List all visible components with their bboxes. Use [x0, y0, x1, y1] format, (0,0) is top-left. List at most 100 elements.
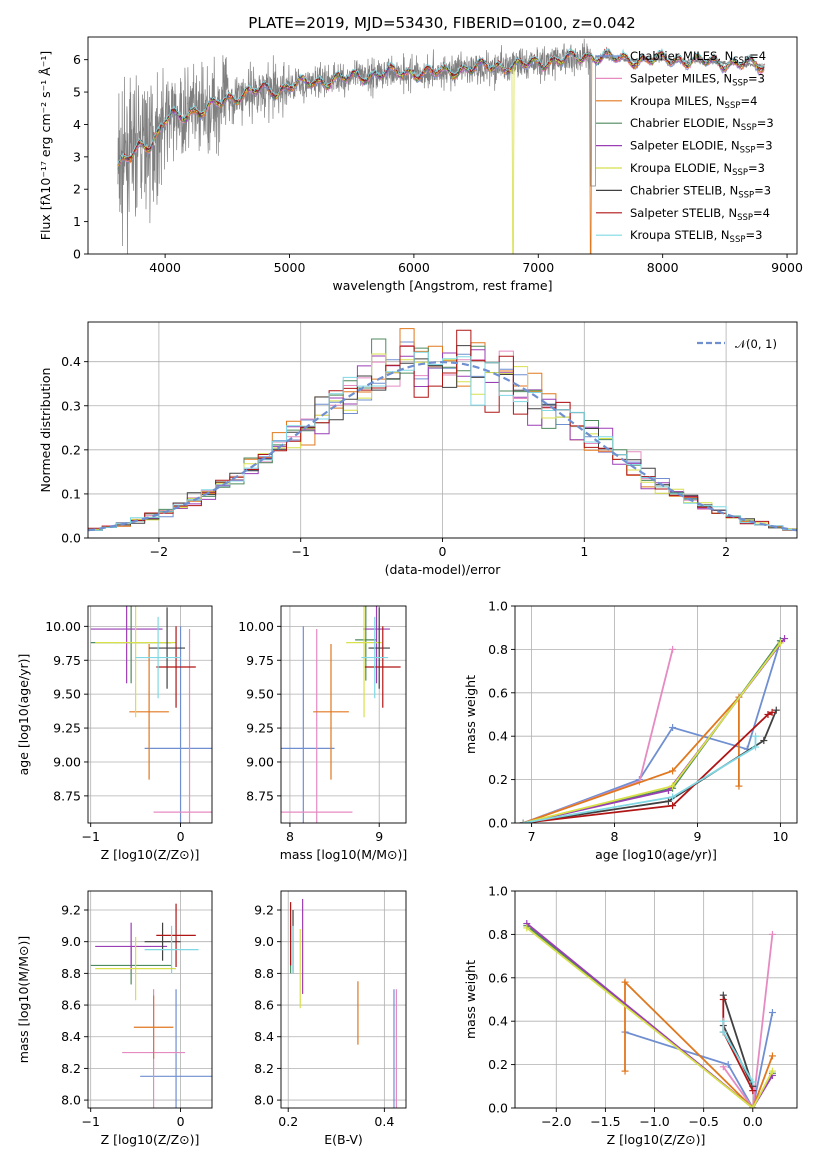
series-marker [669, 793, 677, 801]
y-tick-label: 4 [73, 117, 81, 132]
x-tick-label: 10 [772, 829, 788, 844]
y-tick-label: 0.1 [61, 486, 81, 501]
x-tick-label: 4000 [149, 260, 181, 275]
x-tick-label: 0 [177, 829, 185, 844]
y-tick-label: 0.2 [61, 442, 81, 457]
series-marker [669, 724, 677, 732]
x-tick-label: 9000 [771, 260, 803, 275]
y-tick-label: 0 [73, 247, 81, 262]
y-tick-label: 8.4 [61, 1029, 81, 1044]
y-tick-label: 0.2 [488, 772, 508, 787]
series-marker [768, 1009, 776, 1017]
series-marker [719, 996, 727, 1003]
axes-frame [87, 890, 213, 1109]
y-tick-label: 9.00 [53, 754, 81, 769]
series-marker [621, 978, 629, 986]
y-tick-label: 8.8 [254, 966, 274, 981]
error-bar-point [355, 606, 377, 681]
panel-age-vs-Z: −1 0 8.75 9.00 9.25 9.50 9.75 10.00 Z [log10(Z/Z… [16, 605, 213, 862]
y-tick-label: 8.6 [254, 998, 274, 1013]
x-tick-label: −1.0 [639, 1114, 669, 1129]
series-marker [752, 732, 760, 740]
x-tick-label: 7 [528, 829, 536, 844]
y-tick-label: 0.6 [488, 685, 508, 700]
series-marker [724, 1061, 732, 1069]
y-tick-label: 0.0 [61, 531, 81, 546]
series-marker [735, 782, 743, 790]
series-marker [719, 1017, 727, 1025]
model-spectrum-line [117, 47, 765, 165]
x-tick-label: −0.5 [688, 1114, 718, 1129]
series-marker [768, 1052, 776, 1060]
x-tick-label: 0 [177, 1114, 185, 1129]
series-marker [768, 1067, 776, 1075]
legend-entry: Salpeter STELIB, NSSP=4 [630, 206, 770, 223]
panel-mass-vs-Z: −1 0 8.0 8.2 8.4 8.6 8.8 9.0 9.2 Z [log10(Z/Z⊙)] m… [16, 890, 213, 1147]
y-tick-label: 0.4 [61, 354, 81, 369]
y-tick-label: 8.6 [61, 998, 81, 1013]
panel-residuals: −2 −1 0 1 2 0.0 0.1 0.2 0.3 0.4 (data-model)/error… [38, 321, 798, 577]
series-marker [768, 708, 776, 716]
error-bar-point [364, 626, 401, 708]
series-line [523, 736, 757, 823]
error-bar-point [346, 606, 382, 718]
panel-spectrum: 4000 5000 6000 7000 8000 9000 0 1 2 3 4 5 6 wavelengt… [38, 14, 803, 293]
axes-frame [514, 890, 798, 1109]
y-tick-label: 9.2 [61, 903, 81, 918]
panel-age-vs-mass: 8 9 8.75 9.00 9.25 9.50 9.75 10.00 mass [log10(M… [238, 605, 407, 862]
x-tick-label: −1 [81, 1114, 99, 1129]
y-tick-label: 1 [73, 214, 81, 229]
y-tick-label: 10.00 [45, 619, 81, 634]
legend-entry: Chabrier STELIB, NSSP=3 [630, 183, 771, 200]
y-tick-label: 9.00 [246, 754, 274, 769]
observed-spectrum-line [117, 38, 765, 254]
legend-entry: Salpeter MILES, NSSP=3 [630, 71, 765, 88]
plot-area [88, 328, 797, 532]
error-bar-point [144, 922, 181, 961]
y-axis-label: Flux [fλ10⁻¹⁷ erg cm⁻² s⁻¹ Å⁻¹] [38, 51, 53, 240]
series-marker [764, 711, 772, 718]
plot-area [90, 606, 212, 823]
y-tick-label: 0.4 [488, 729, 508, 744]
series-marker [519, 819, 527, 823]
y-axis-label: age [log10(age/yr)] [16, 654, 31, 776]
x-tick-label: −2.0 [541, 1114, 571, 1129]
y-tick-label: 10.00 [238, 619, 274, 634]
plot-area [117, 38, 765, 254]
error-bar-point [361, 616, 389, 699]
legend-entry: 𝒩(0, 1) [735, 337, 777, 351]
series-marker [669, 802, 677, 810]
series-line [526, 927, 774, 1108]
legend-entry: Kroupa ELODIE, NSSP=3 [630, 161, 765, 178]
y-tick-label: 5 [73, 85, 81, 100]
x-axis-label: Z [log10(Z/Z⊙)] [607, 1132, 706, 1147]
plot-area [281, 606, 401, 823]
series-marker [523, 924, 531, 932]
y-tick-label: 1.0 [488, 599, 508, 614]
x-tick-label: 0.0 [743, 1114, 763, 1129]
y-tick-label: 9.25 [53, 721, 81, 736]
y-tick-label: 8.75 [53, 788, 81, 803]
series-marker [749, 1078, 757, 1086]
series-line [526, 922, 774, 1108]
panel-weight-vs-Z: −2.0 −1.5 −1.0 −0.5 0.0 0.0 0.2 0.4 0.6 0.8 1.0 Z [… [463, 884, 798, 1147]
error-bar-point [281, 629, 353, 823]
y-tick-label: 9.75 [246, 653, 274, 668]
series-marker [669, 645, 677, 653]
series-marker [768, 930, 776, 938]
x-axis-label: (data-model)/error [385, 562, 502, 577]
error-bar-point [95, 606, 177, 718]
error-bar-point [368, 607, 390, 689]
y-tick-label: 8.2 [61, 1061, 81, 1076]
legend-entry: Kroupa MILES, NSSP=4 [630, 94, 757, 111]
series-marker [749, 1104, 757, 1108]
error-bar-point [313, 643, 349, 780]
y-tick-label: 8.4 [254, 1029, 274, 1044]
x-axis-label: age [log10(age/yr)] [595, 847, 717, 862]
normal-curve-line [88, 360, 797, 532]
series-marker [752, 743, 760, 751]
y-tick-label: 0.0 [488, 816, 508, 831]
error-bar-point [133, 995, 174, 1059]
error-bar-point [153, 629, 212, 823]
x-tick-label: 9 [693, 829, 701, 844]
